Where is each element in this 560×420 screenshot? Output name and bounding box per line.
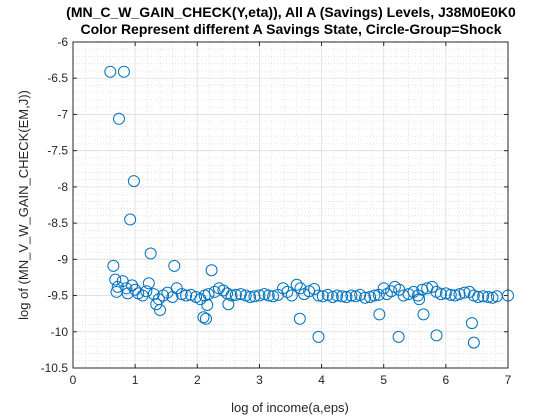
x-tick-label: 7 — [505, 373, 512, 387]
y-tick-label: -10 — [51, 325, 69, 339]
y-axis-label: log of (MN_V_W_GAIN_CHECK(EM,J)) — [16, 90, 31, 320]
y-tick-label: -10.5 — [41, 361, 69, 375]
y-tick-label: -8.5 — [47, 216, 68, 230]
y-tick-label: -9 — [57, 252, 68, 266]
y-tick-label: -6 — [57, 35, 68, 49]
y-tick-label: -6.5 — [47, 71, 68, 85]
x-tick-label: 0 — [70, 373, 77, 387]
x-tick-label: 5 — [380, 373, 387, 387]
y-tick-label: -9.5 — [47, 289, 68, 303]
x-tick-label: 2 — [194, 373, 201, 387]
x-tick-label: 6 — [443, 373, 450, 387]
chart-subtitle: Color Represent different A Savings Stat… — [81, 21, 502, 37]
x-tick-label: 3 — [256, 373, 263, 387]
y-tick-label: -7 — [57, 107, 68, 121]
y-tick-label: -8 — [57, 180, 68, 194]
y-tick-label: -7.5 — [47, 144, 68, 158]
chart-title: (MN_C_W_GAIN_CHECK(Y,eta)), All A (Savin… — [66, 4, 516, 20]
plot-area — [73, 42, 508, 368]
x-axis-label: log of income(a,eps) — [231, 400, 349, 415]
x-tick-label: 1 — [132, 373, 139, 387]
x-tick-label: 4 — [318, 373, 325, 387]
